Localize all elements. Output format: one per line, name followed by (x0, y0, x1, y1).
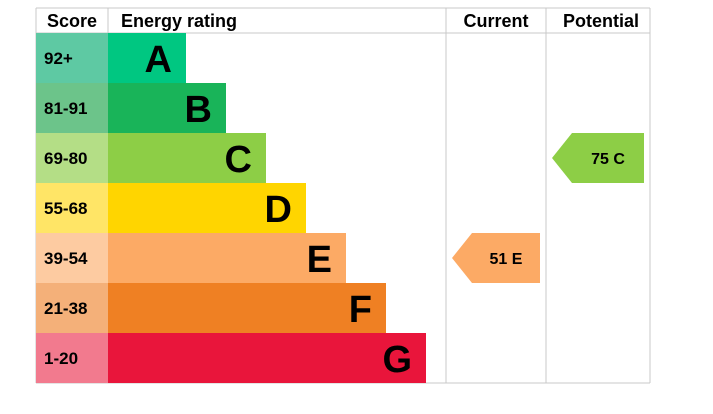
current-indicator (452, 233, 540, 283)
score-label-d: 55-68 (44, 199, 87, 218)
score-cell-f (36, 283, 108, 333)
band-letter-g: G (382, 339, 412, 381)
band-bar-a (108, 33, 186, 83)
score-cell-b (36, 83, 108, 133)
score-label-e: 39-54 (44, 249, 88, 268)
header-potential: Potential (563, 11, 639, 31)
band-bar-d (108, 183, 306, 233)
score-label-g: 1-20 (44, 349, 78, 368)
band-letter-c: C (225, 139, 252, 181)
band-letter-b: B (185, 89, 212, 131)
band-letter-a: A (145, 39, 172, 81)
score-label-f: 21-38 (44, 299, 87, 318)
score-cell-a (36, 33, 108, 83)
score-cell-c (36, 133, 108, 183)
score-label-a: 92+ (44, 49, 73, 68)
score-cell-e (36, 233, 108, 283)
band-letter-f: F (349, 289, 372, 331)
potential-indicator-label: 75 C (591, 151, 625, 168)
header-energy-rating: Energy rating (121, 11, 237, 31)
current-indicator-label: 51 E (490, 251, 523, 268)
rating-indicators: 51 E 75 C (452, 133, 644, 283)
header-current: Current (463, 11, 528, 31)
score-label-c: 69-80 (44, 149, 87, 168)
band-bar-b (108, 83, 226, 133)
band-bar-e (108, 233, 346, 283)
band-letter-e: E (307, 239, 332, 281)
score-cell-d (36, 183, 108, 233)
rating-bands: 92+ A 81-91 B 69-80 C 55-68 D 39-54 E 21-38 F 1-20 G (36, 33, 426, 383)
band-bar-f (108, 283, 386, 333)
score-label-b: 81-91 (44, 99, 87, 118)
potential-indicator (552, 133, 644, 183)
band-bar-g (108, 333, 426, 383)
band-letter-d: D (265, 189, 292, 231)
score-cell-g (36, 333, 108, 383)
header-score: Score (47, 11, 97, 31)
band-bar-c (108, 133, 266, 183)
